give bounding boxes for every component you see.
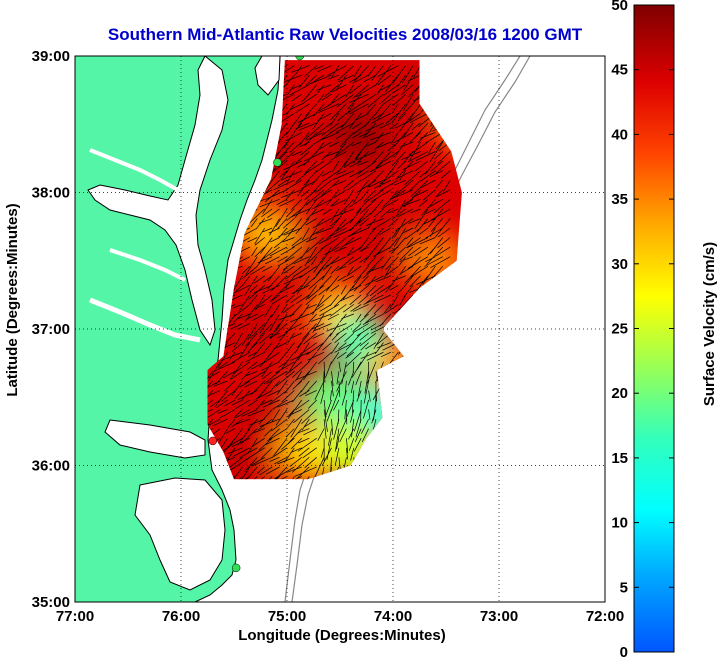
colorbar-tick-label: 30 — [611, 256, 628, 273]
york-river — [109, 248, 186, 282]
radar-site-marker — [295, 56, 304, 61]
colorbar-tick-label: 0 — [620, 644, 628, 659]
james-river — [89, 297, 201, 343]
delaware-bay — [254, 56, 281, 96]
y-tick-label: 38:00 — [32, 185, 70, 202]
x-axis-label: Longitude (Degrees:Minutes) — [238, 627, 446, 644]
radar-site-marker — [208, 436, 218, 446]
y-tick-label: 35:00 — [32, 594, 70, 611]
colorbar-tick-label: 45 — [611, 62, 628, 79]
x-tick-label: 77:00 — [56, 608, 94, 625]
colorbar-tick-label: 20 — [611, 385, 628, 402]
chart-title: Southern Mid-Atlantic Raw Velocities 200… — [108, 25, 583, 44]
y-tick-label: 39:00 — [32, 48, 70, 65]
colorbar-label: Surface Velocity (cm/s) — [701, 242, 718, 406]
colorbar-tick-label: 35 — [611, 191, 628, 208]
x-tick-label: 72:00 — [586, 608, 624, 625]
colorbar-tick-label: 5 — [620, 579, 628, 596]
x-axis-ticks: 77:00 76:00 75:00 74:00 73:00 72:00 — [56, 608, 624, 625]
y-axis-ticks: 35:00 36:00 37:00 38:00 39:00 — [32, 48, 70, 611]
velocity-cell — [235, 380, 296, 441]
velocity-cell — [214, 435, 275, 480]
colorbar-ticks: 0 5 10 15 20 25 30 35 40 45 50 — [611, 0, 674, 659]
y-tick-label: 36:00 — [32, 458, 70, 475]
colorbar-tick-label: 25 — [611, 321, 628, 338]
radar-site-marker — [231, 563, 241, 573]
colorbar-tick-label: 50 — [611, 0, 628, 14]
colorbar-tick-label: 15 — [611, 450, 628, 467]
x-tick-label: 76:00 — [162, 608, 200, 625]
albemarle-sound — [104, 419, 206, 459]
colorbar-tick-label: 40 — [611, 126, 628, 143]
x-tick-label: 75:00 — [268, 608, 306, 625]
colorbar-tick-label: 10 — [611, 515, 628, 532]
y-tick-label: 37:00 — [32, 321, 70, 338]
x-tick-label: 73:00 — [480, 608, 518, 625]
velocity-cell — [278, 421, 339, 480]
radar-sites — [208, 56, 304, 573]
x-tick-label: 74:00 — [374, 608, 412, 625]
pamlico-sound — [134, 477, 226, 591]
y-axis-label: Latitude (Degrees:Minutes) — [4, 203, 21, 396]
colorbar — [633, 4, 675, 653]
plot-frame — [74, 55, 606, 603]
radar-site-marker — [273, 158, 282, 167]
potomac-river — [89, 148, 179, 192]
